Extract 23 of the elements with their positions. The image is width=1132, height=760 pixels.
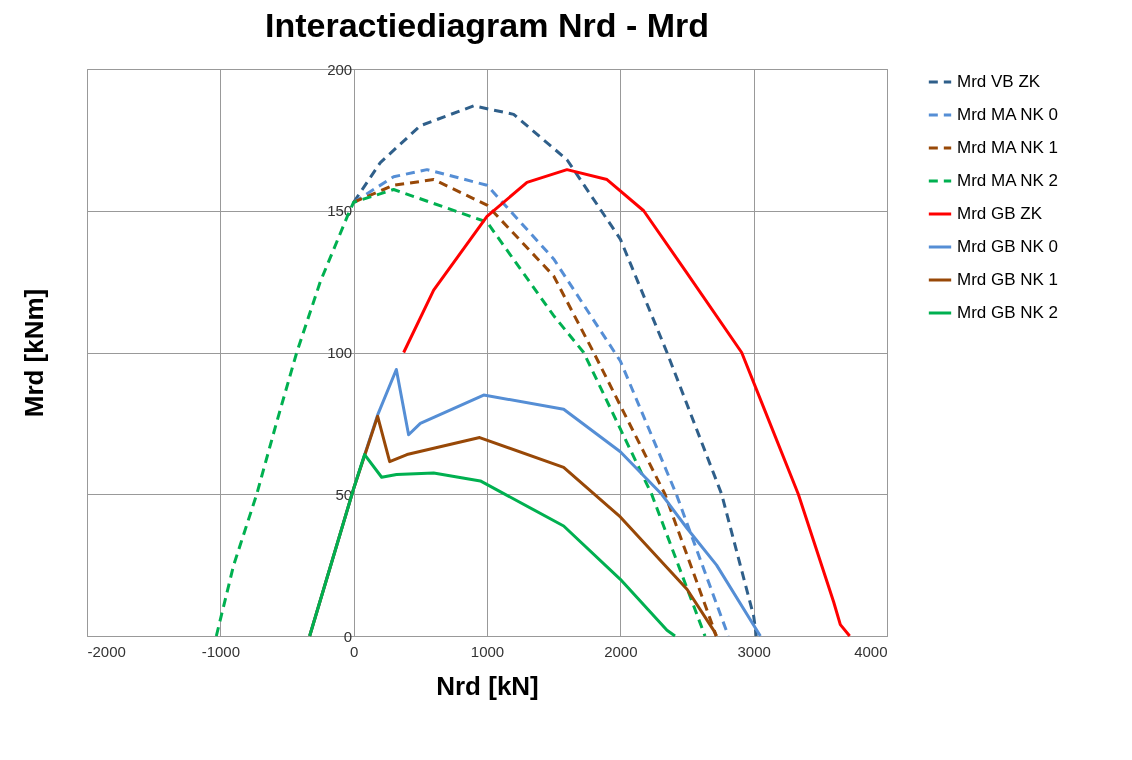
legend-label: Mrd MA NK 0 — [957, 105, 1059, 124]
x-tick-label: 4000 — [854, 642, 888, 660]
legend-label: Mrd GB NK 1 — [957, 270, 1059, 289]
line-series — [402, 168, 852, 638]
legend-label: Mrd GB NK 2 — [957, 303, 1059, 322]
line-series — [352, 104, 758, 638]
chart-title: Interactiediagram Nrd - Mrd — [265, 6, 709, 44]
legend-label: Mrd GB ZK — [957, 204, 1043, 223]
x-tick-label: -1000 — [201, 642, 241, 660]
y-tick-label: 0 — [343, 627, 353, 645]
x-tick-label: 1000 — [470, 642, 505, 660]
y-tick-label: 150 — [327, 202, 353, 220]
x-tick-label: -2000 — [87, 642, 126, 660]
legend-label: Mrd MA NK 2 — [957, 171, 1059, 190]
y-axis-title: Mrd [kNm] — [18, 288, 49, 418]
y-tick-label: 100 — [327, 344, 353, 361]
y-tick-label: 200 — [327, 60, 353, 78]
x-tick-label: 3000 — [737, 642, 771, 660]
legend-label: Mrd VB ZK — [957, 72, 1041, 91]
x-axis-title: Nrd [kN] — [436, 670, 539, 701]
x-tick-label: 2000 — [604, 642, 638, 660]
legend-label: Mrd GB NK 0 — [957, 237, 1059, 256]
legend-label: Mrd MA NK 1 — [957, 138, 1059, 157]
